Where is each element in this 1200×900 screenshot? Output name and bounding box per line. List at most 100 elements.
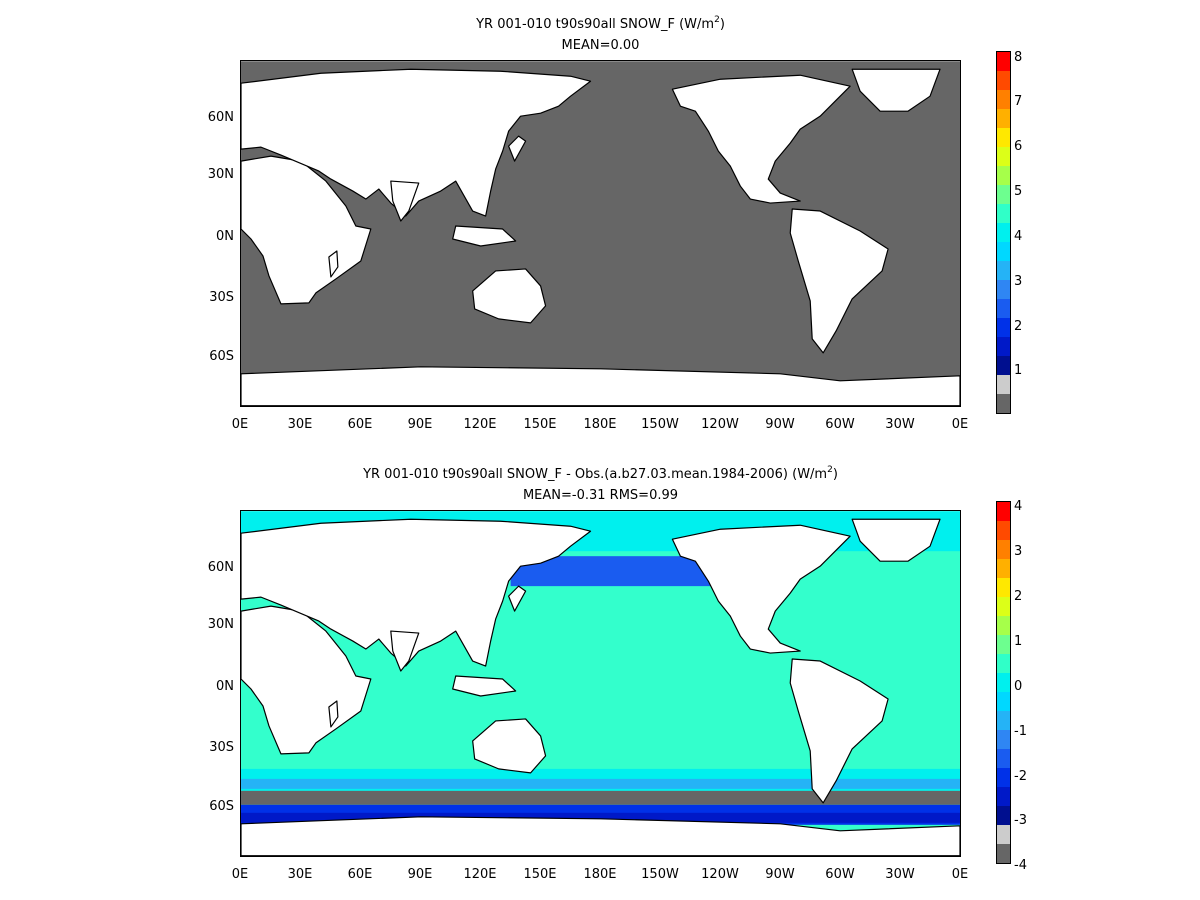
top-y-label-30n: 30N xyxy=(207,167,234,182)
top-colorbar-label: 7 xyxy=(1014,94,1023,109)
north-america-landmass xyxy=(671,524,851,654)
indonesia-landmass xyxy=(452,675,517,697)
bottom-colorbar xyxy=(996,501,1011,864)
top-map xyxy=(240,60,961,407)
top-x-label: 0E xyxy=(951,417,969,432)
colorbar-segment xyxy=(997,394,1010,413)
japan-landmass xyxy=(508,135,527,162)
antarctica-landmass xyxy=(241,366,960,406)
colorbar-segment xyxy=(997,806,1010,825)
top-title-superscript: 2 xyxy=(714,15,720,25)
greenland-landmass xyxy=(851,68,941,112)
colorbar-segment xyxy=(997,52,1010,71)
north-america-landmass xyxy=(671,74,851,204)
bottom-x-label: 120W xyxy=(701,867,739,882)
bottom-colorbar-label: 3 xyxy=(1014,544,1023,559)
southern-light-blue-band xyxy=(241,778,960,789)
bottom-map-stats: MEAN=-0.31 RMS=0.99 xyxy=(522,488,679,503)
colorbar-segment xyxy=(997,223,1010,242)
colorbar-segment xyxy=(997,825,1010,844)
colorbar-segment xyxy=(997,502,1010,521)
bottom-y-label-30s: 30S xyxy=(209,740,234,755)
bottom-map-canvas xyxy=(241,511,960,856)
top-colorbar-label: 5 xyxy=(1014,184,1023,199)
indonesia-landmass xyxy=(452,225,517,247)
colorbar-segment xyxy=(997,711,1010,730)
antarctica-landmass xyxy=(241,816,960,856)
colorbar-segment xyxy=(997,616,1010,635)
top-colorbar-label: 6 xyxy=(1014,139,1023,154)
top-y-label-60s: 60S xyxy=(209,349,234,364)
bottom-continents xyxy=(241,518,960,856)
bottom-map-title: YR 001-010 t90s90all SNOW_F - Obs.(a.b27… xyxy=(240,466,961,483)
colorbar-segment xyxy=(997,185,1010,204)
colorbar-segment xyxy=(997,844,1010,863)
colorbar-segment xyxy=(997,654,1010,673)
colorbar-segment xyxy=(997,768,1010,787)
bottom-x-label: 0E xyxy=(231,867,249,882)
bottom-x-label: 180E xyxy=(583,867,617,882)
top-colorbar-label: 8 xyxy=(1014,50,1023,65)
eurasia-landmass xyxy=(241,518,592,667)
bottom-colorbar-label: 0 xyxy=(1014,679,1023,694)
colorbar-segment xyxy=(997,299,1010,318)
bottom-x-label: 90E xyxy=(407,867,433,882)
colorbar-segment xyxy=(997,692,1010,711)
top-map-title: YR 001-010 t90s90all SNOW_F (W/m2) xyxy=(240,16,961,33)
bottom-y-label-60n: 60N xyxy=(207,560,234,575)
india-landmass xyxy=(390,630,420,672)
colorbar-segment xyxy=(997,147,1010,166)
colorbar-segment xyxy=(997,559,1010,578)
india-landmass xyxy=(390,180,420,222)
bottom-title-close: ) xyxy=(832,467,838,482)
madagascar-landmass xyxy=(328,250,339,278)
bottom-y-label-60s: 60S xyxy=(209,799,234,814)
top-x-label: 180E xyxy=(583,417,617,432)
colorbar-segment xyxy=(997,242,1010,261)
bottom-x-label: 60W xyxy=(825,867,855,882)
top-y-label-0n: 0N xyxy=(216,229,234,244)
bottom-colorbar-label: -3 xyxy=(1014,813,1027,828)
southern-deep-blue-band xyxy=(241,812,960,823)
colorbar-segment xyxy=(997,261,1010,280)
top-colorbar-label: 1 xyxy=(1014,363,1023,378)
top-x-label: 30E xyxy=(287,417,313,432)
top-x-label: 90E xyxy=(407,417,433,432)
top-x-label: 0E xyxy=(231,417,249,432)
australia-landmass xyxy=(472,268,547,324)
bottom-title-text: YR 001-010 t90s90all SNOW_F - Obs.(a.b27… xyxy=(363,467,828,482)
colorbar-segment xyxy=(997,318,1010,337)
bottom-colorbar-label: 4 xyxy=(1014,499,1023,514)
southern-gray-band xyxy=(241,790,960,805)
top-colorbar-label: 4 xyxy=(1014,229,1023,244)
colorbar-segment xyxy=(997,540,1010,559)
colorbar-segment xyxy=(997,280,1010,299)
top-map-canvas xyxy=(241,61,960,406)
colorbar-segment xyxy=(997,109,1010,128)
colorbar-segment xyxy=(997,337,1010,356)
top-colorbar-label: 2 xyxy=(1014,319,1023,334)
south-america-landmass xyxy=(789,208,889,354)
top-x-label: 30W xyxy=(885,417,915,432)
madagascar-landmass xyxy=(328,700,339,728)
bottom-title-superscript: 2 xyxy=(827,465,833,475)
australia-landmass xyxy=(472,718,547,774)
bottom-x-label: 150E xyxy=(523,867,557,882)
colorbar-segment xyxy=(997,635,1010,654)
colorbar-segment xyxy=(997,521,1010,540)
top-y-label-60n: 60N xyxy=(207,110,234,125)
bottom-colorbar-label: -2 xyxy=(1014,769,1027,784)
top-x-label: 120W xyxy=(701,417,739,432)
bottom-y-label-0n: 0N xyxy=(216,679,234,694)
bottom-colorbar-label: -1 xyxy=(1014,724,1027,739)
bottom-map xyxy=(240,510,961,857)
bottom-y-label-30n: 30N xyxy=(207,617,234,632)
bottom-x-label: 30W xyxy=(885,867,915,882)
colorbar-segment xyxy=(997,597,1010,616)
top-title-close: ) xyxy=(719,17,725,32)
top-x-label: 90W xyxy=(765,417,795,432)
top-x-label: 150E xyxy=(523,417,557,432)
bottom-x-label: 30E xyxy=(287,867,313,882)
top-colorbar-label: 3 xyxy=(1014,274,1023,289)
south-america-landmass xyxy=(789,658,889,804)
